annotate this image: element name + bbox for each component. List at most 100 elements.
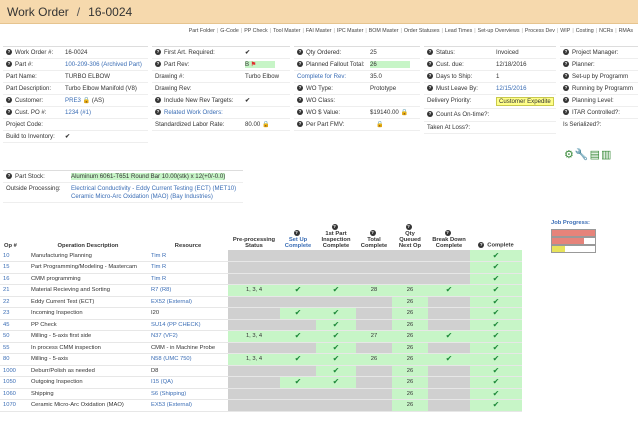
help-icon[interactable]: ? [427,61,433,68]
nav-link[interactable]: RMAs [618,28,633,34]
outside-processing-link[interactable]: Ceramic Micro-Arc Oxidation (MAO) (Bay I… [71,193,213,200]
customer-value[interactable]: PRE3 🔒 (AS) [65,97,104,104]
complete-rev-link[interactable]: Complete for Rev: [297,73,347,80]
related-wo-link[interactable]: ? Related Work Orders: [155,109,223,116]
help-icon[interactable]: ? [6,173,12,180]
part-rev-panel: ? First Art. Required: ✔ ? Part Rev: B ⚑ Dra… [152,46,290,131]
help-icon[interactable]: ? [563,109,569,116]
lock-icon: 🔒 [376,121,384,128]
flag-icon: ⚑ [250,61,257,68]
help-icon[interactable]: ? [297,85,303,92]
help-icon[interactable]: ? [478,242,485,249]
customer-link[interactable]: PRE3 [65,97,81,104]
help-icon[interactable]: ? [155,109,161,116]
cell-op[interactable]: 1060 [0,388,28,400]
help-icon[interactable]: ? [297,61,303,68]
help-icon[interactable]: ? [155,97,161,104]
cell-op[interactable]: 1070 [0,399,28,412]
cell-op[interactable]: 55 [0,342,28,354]
nav-link[interactable]: NCRs [599,28,614,34]
cell-op[interactable]: 22 [0,296,28,308]
cell-desc: Deburr/Polish as needed [28,365,148,377]
help-icon[interactable]: ? [405,224,412,231]
help-icon[interactable]: ? [297,97,303,104]
help-icon[interactable]: ? [155,61,161,68]
clipboard-icon[interactable]: ▤ [589,149,601,161]
document-icon[interactable]: ▥ [600,149,613,161]
nav-link[interactable]: FAI Master [305,28,332,34]
col-desc: Operation Description [57,243,119,249]
first-art-label: ? First Art. Required: [155,49,215,56]
cell-preproc [228,250,280,262]
cell-resource[interactable]: Tim R [148,261,228,274]
nav-link[interactable]: Set-up Overviews [477,28,520,34]
help-icon[interactable]: ? [293,230,300,237]
help-icon[interactable]: ? [6,49,12,56]
table-row: 23 Incoming Inspection I20 ✔ ✔ 26 ✔ [0,307,522,320]
cell-resource[interactable]: SU14 (PP CHECK) [148,319,228,331]
cell-resource[interactable]: N37 (VF2) [148,330,228,343]
help-icon[interactable]: ? [369,230,376,237]
nav-link[interactable]: G-Code [220,28,239,34]
help-icon[interactable]: ? [155,49,161,56]
nav-link[interactable]: Lead Times [444,28,473,34]
cell-resource[interactable]: S6 (Shipping) [148,388,228,400]
nav-link[interactable]: IPC Master [336,28,364,34]
cell-resource[interactable]: EX52 (External) [148,296,228,308]
cell-setup [280,296,316,308]
outside-processing-link[interactable]: Electrical Conductivity - Eddy Current T… [71,185,237,192]
help-icon[interactable]: ? [563,97,569,104]
gear-icon[interactable]: ⚙ [564,149,575,161]
cell-op[interactable]: 1000 [0,365,28,377]
lock-icon: 🔒 [400,109,409,116]
help-icon[interactable]: ? [6,97,12,104]
help-icon[interactable]: ? [427,85,433,92]
cell-op[interactable]: 45 [0,319,28,331]
help-icon[interactable]: ? [427,49,433,56]
cell-op[interactable]: 50 [0,330,28,343]
help-icon[interactable]: ? [444,230,451,237]
help-icon[interactable]: ? [6,109,12,116]
nav-link[interactable]: PP Check [244,28,268,34]
nav-link[interactable]: Tool Master [273,28,301,34]
part-link[interactable]: 100-209-306 (Archived Part) [65,61,142,68]
nav-link[interactable]: Costing [575,28,594,34]
cell-resource[interactable]: N58 (UMC 750) [148,353,228,366]
help-icon[interactable]: ? [563,73,569,80]
help-icon[interactable]: ? [297,121,303,128]
planning-level-label: ? Planning Level: [563,97,614,104]
wrench-icon[interactable]: 🔧 [574,149,590,161]
cell-op[interactable]: 23 [0,307,28,320]
cell-resource[interactable]: R7 (R8) [148,284,228,297]
planned-fallout-value: 26 [370,61,410,68]
cell-op[interactable]: 21 [0,284,28,297]
cell-op[interactable]: 16 [0,273,28,285]
cell-op[interactable]: 10 [0,250,28,262]
nav-link[interactable]: Part Folder [188,28,215,34]
help-icon[interactable]: ? [427,73,433,80]
cell-op[interactable]: 80 [0,353,28,366]
help-icon[interactable]: ? [297,49,303,56]
help-icon[interactable]: ? [563,61,569,68]
nav-link[interactable]: Order Statuses [403,28,440,34]
cell-resource[interactable]: I15 (QA) [148,376,228,389]
cell-resource[interactable]: EX53 (External) [148,399,228,412]
nav-link[interactable]: Process Dev [524,28,555,34]
nav-separator: | [521,28,523,34]
cell-resource[interactable]: Tim R [148,273,228,285]
nav-link[interactable]: WIP [560,28,571,34]
check-icon: ✔ [470,250,522,262]
cell-setup: ✔ [280,353,316,366]
cell-op[interactable]: 15 [0,261,28,274]
help-icon[interactable]: ? [563,85,569,92]
help-icon[interactable]: ? [297,109,303,116]
cell-resource[interactable]: Tim R [148,250,228,262]
help-icon[interactable]: ? [331,224,338,231]
help-icon[interactable]: ? [6,61,12,68]
help-icon[interactable]: ? [427,111,433,118]
nav-link[interactable]: BOM Master [368,28,399,34]
help-icon[interactable]: ? [563,49,569,56]
cust-po-link[interactable]: 1234 (#1) [65,109,92,116]
title-separator: / [76,5,81,19]
cell-op[interactable]: 1050 [0,376,28,389]
